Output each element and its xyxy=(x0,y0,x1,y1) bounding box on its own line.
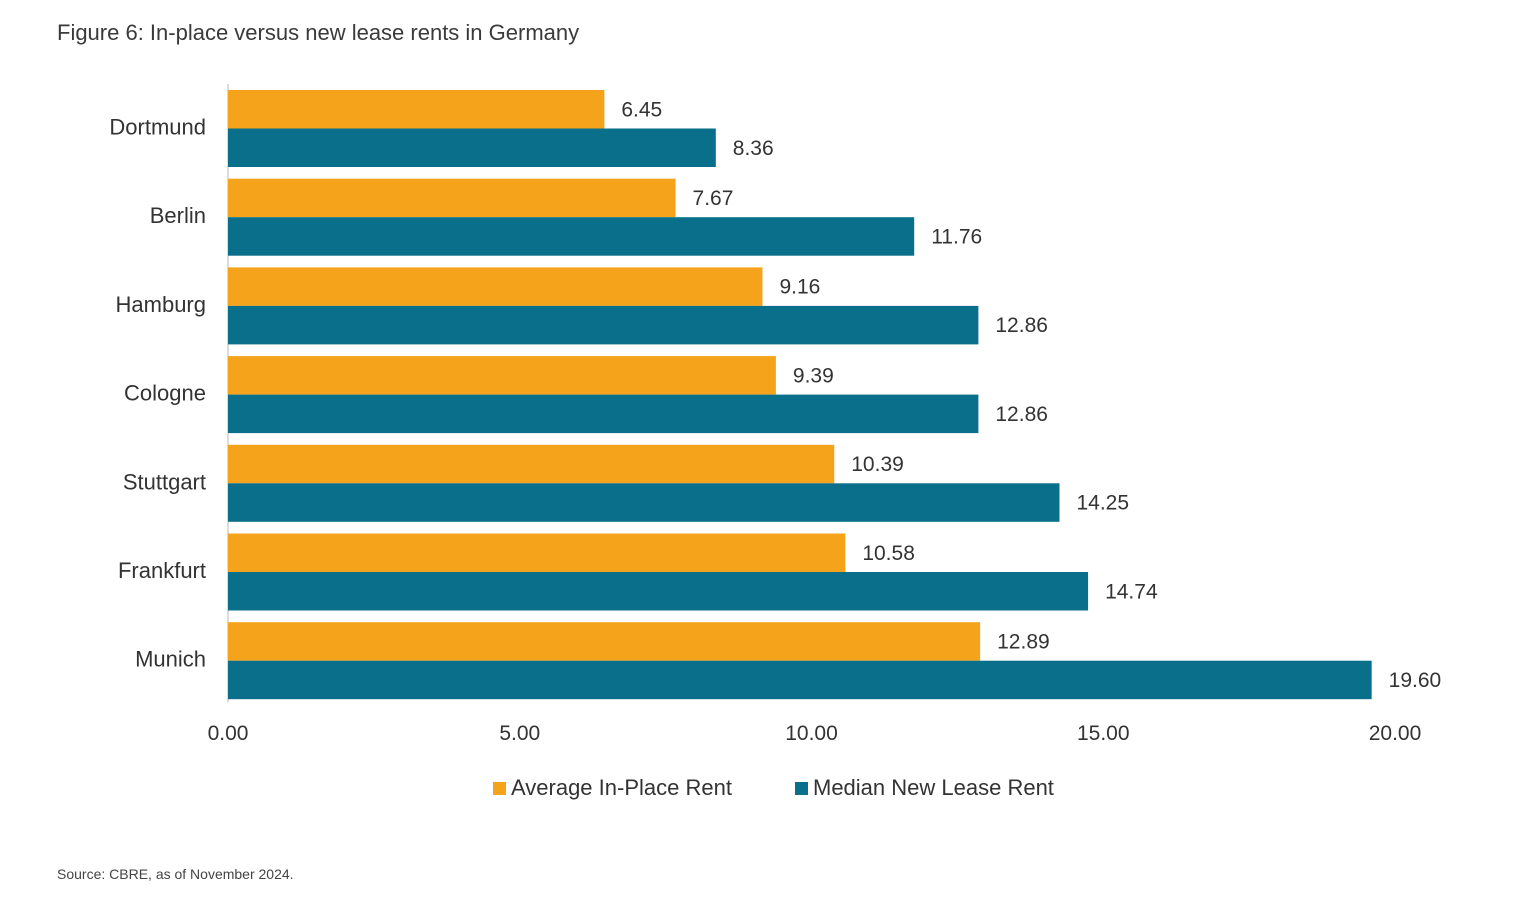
category-label: Dortmund xyxy=(109,115,206,140)
data-label: 6.45 xyxy=(621,98,662,121)
bar-in-place xyxy=(228,90,605,129)
bar-new-lease xyxy=(228,660,1372,700)
legend-swatch xyxy=(493,782,506,795)
x-tick-label: 20.00 xyxy=(1369,722,1422,745)
data-label: 8.36 xyxy=(733,137,774,160)
bar-new-lease xyxy=(228,572,1089,611)
x-tick-label: 0.00 xyxy=(208,722,249,745)
x-tick-label: 10.00 xyxy=(785,722,838,745)
category-label: Berlin xyxy=(150,203,206,228)
data-label: 11.76 xyxy=(931,225,982,248)
bar-in-place xyxy=(228,267,763,306)
category-label: Frankfurt xyxy=(118,558,206,583)
bar-in-place xyxy=(228,178,676,218)
data-label: 14.25 xyxy=(1076,492,1129,515)
data-label: 14.74 xyxy=(1105,580,1158,603)
chart-title: Figure 6: In-place versus new lease rent… xyxy=(57,20,580,45)
data-label: 12.86 xyxy=(995,403,1048,426)
bar-new-lease xyxy=(228,305,979,345)
bar-in-place xyxy=(228,444,835,484)
category-label: Munich xyxy=(135,647,206,672)
bar-in-place xyxy=(228,533,846,572)
data-label: 9.16 xyxy=(779,276,820,299)
bar-new-lease xyxy=(228,483,1060,522)
legend-label: Average In-Place Rent xyxy=(511,775,732,800)
legend-swatch xyxy=(795,782,808,795)
category-label: Stuttgart xyxy=(123,469,206,494)
data-label: 12.86 xyxy=(995,314,1048,337)
data-label: 19.60 xyxy=(1389,669,1442,692)
category-label: Hamburg xyxy=(116,292,206,317)
bar-in-place xyxy=(228,356,776,395)
bar-new-lease xyxy=(228,128,716,167)
category-label: Cologne xyxy=(124,381,206,406)
data-label: 10.39 xyxy=(851,453,904,476)
bar-new-lease xyxy=(228,394,979,434)
x-tick-label: 15.00 xyxy=(1077,722,1130,745)
data-label: 12.89 xyxy=(997,630,1050,653)
data-label: 10.58 xyxy=(862,542,915,565)
bar-new-lease xyxy=(228,217,915,256)
legend-label: Median New Lease Rent xyxy=(813,775,1054,800)
data-label: 7.67 xyxy=(693,187,734,210)
bar-in-place xyxy=(228,622,981,661)
x-tick-label: 5.00 xyxy=(499,722,540,745)
data-label: 9.39 xyxy=(793,364,834,387)
source-note: Source: CBRE, as of November 2024. xyxy=(57,866,294,882)
